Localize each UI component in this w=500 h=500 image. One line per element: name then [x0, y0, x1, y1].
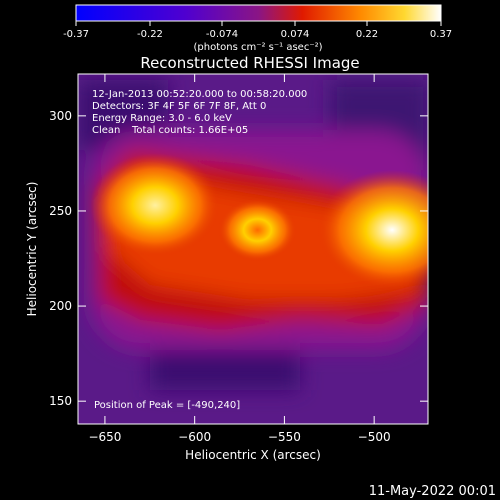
x-axis-label: Heliocentric X (arcsec) [185, 448, 321, 462]
y-tick-label: 200 [49, 299, 72, 313]
colorbar-tick-label: 0.22 [356, 29, 378, 40]
peak-position-annotation: Position of Peak = [-490,240] [94, 400, 240, 411]
emission-source [90, 153, 221, 258]
x-tick-label: −500 [358, 430, 391, 444]
colorbar-units: (photons cm⁻² s⁻¹ asec⁻²) [193, 42, 322, 53]
footer-date: 11-May-2022 00:01 [369, 484, 496, 499]
time-range-annotation: 12-Jan-2013 00:52:20.000 to 00:58:20.000 [92, 89, 307, 100]
colorbar: -0.37 -0.22 -0.074 0.074 0.22 0.37 (photons c… [63, 4, 452, 53]
y-axis-ticks: 150 200 250 300 [49, 109, 428, 408]
plot-frame [77, 73, 429, 425]
x-axis-ticks: −650 −600 −550 −500 [88, 74, 391, 444]
emission-source [217, 198, 298, 262]
colorbar-gradient [75, 4, 442, 22]
colorbar-tick-label: -0.37 [63, 29, 89, 40]
y-axis-label: Heliocentric Y (arcsec) [25, 182, 39, 317]
colorbar-tick-label: -0.074 [206, 29, 238, 40]
chart-title: Reconstructed RHESSI Image [140, 54, 359, 72]
y-tick-label: 300 [49, 109, 72, 123]
detectors-annotation: Detectors: 3F 4F 5F 6F 7F 8F, Att 0 [92, 101, 266, 112]
y-tick-label: 150 [49, 394, 72, 408]
colorbar-tick-label: 0.074 [281, 29, 310, 40]
energy-range-annotation: Energy Range: 3.0 - 6.0 keV [92, 113, 232, 124]
colorbar-ticks: -0.37 -0.22 -0.074 0.074 0.22 0.37 [63, 21, 452, 40]
plot-area [78, 74, 428, 424]
x-tick-label: −600 [178, 430, 211, 444]
emission-source [317, 169, 428, 290]
x-tick-label: −550 [268, 430, 301, 444]
colorbar-tick-label: -0.22 [137, 29, 163, 40]
x-tick-label: −650 [88, 430, 121, 444]
colorbar-tick-label: 0.37 [430, 29, 452, 40]
y-tick-label: 250 [49, 204, 72, 218]
method-annotation: Clean [92, 125, 120, 136]
total-counts-annotation: Total counts: 1.66E+05 [131, 125, 248, 136]
